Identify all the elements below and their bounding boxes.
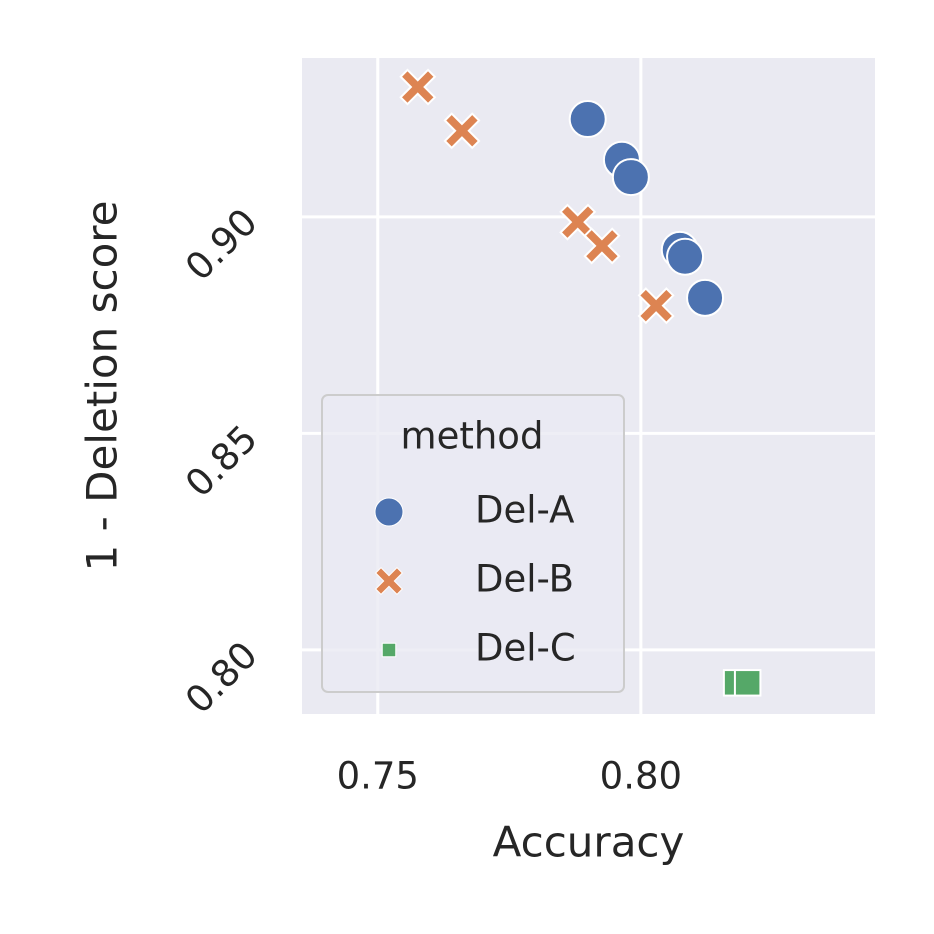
point — [583, 227, 621, 265]
point — [374, 497, 404, 527]
legend-label: Del-A — [475, 489, 574, 532]
point — [568, 100, 607, 139]
y-tick-label: 0.80 — [177, 633, 266, 722]
point — [733, 669, 762, 697]
x-tick-label: 0.80 — [600, 755, 682, 798]
legend-label: Del-C — [475, 627, 576, 670]
y-tick-label: 0.85 — [177, 417, 266, 506]
legend-label: Del-B — [475, 558, 574, 601]
legend-box — [321, 394, 625, 693]
legend-title: method — [401, 415, 544, 458]
point — [637, 287, 675, 325]
point — [374, 566, 404, 596]
point — [666, 237, 705, 276]
point — [611, 158, 650, 197]
point — [686, 278, 725, 317]
y-axis-label: 1 - Deletion score — [78, 201, 127, 572]
x-axis-label: Accuracy — [493, 818, 685, 867]
point — [381, 642, 397, 658]
point — [399, 68, 437, 106]
point — [443, 112, 481, 150]
y-tick-label: 0.90 — [177, 200, 266, 289]
x-tick-label: 0.75 — [337, 755, 419, 798]
